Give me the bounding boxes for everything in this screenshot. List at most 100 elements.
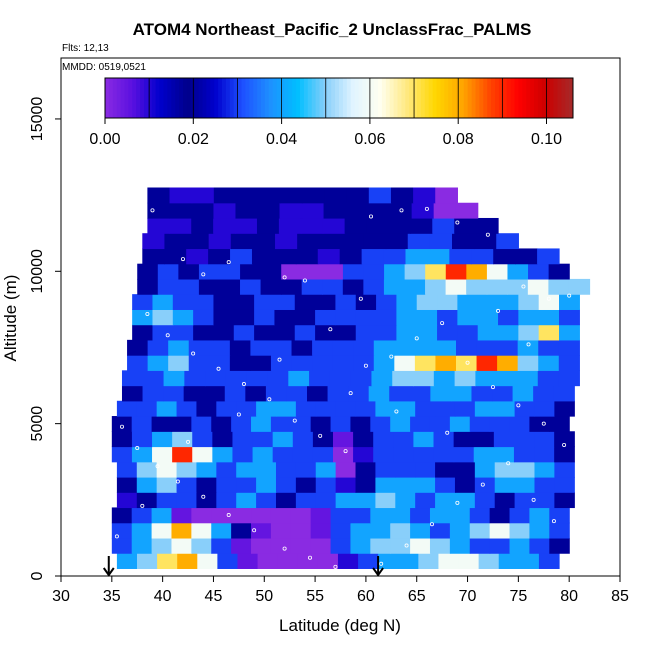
heatmap-cell xyxy=(350,370,373,387)
heatmap-cell xyxy=(257,202,281,219)
sample-point xyxy=(424,206,429,211)
heatmap-cell xyxy=(492,385,514,402)
heatmap-cell xyxy=(469,507,491,524)
flight-arrows xyxy=(102,556,384,577)
colorbar-swatch xyxy=(541,78,547,118)
heatmap-cell xyxy=(538,355,560,371)
heatmap-cell xyxy=(116,492,138,509)
heatmap-cell xyxy=(410,522,431,539)
heatmap-cell xyxy=(376,309,397,326)
colorbar-swatch xyxy=(241,78,246,118)
heatmap-cell xyxy=(414,339,437,356)
heatmap-cell xyxy=(188,339,210,356)
heatmap-cell xyxy=(205,370,227,387)
colorbar-swatch xyxy=(175,78,180,118)
colorbar-swatch xyxy=(522,78,527,118)
sample-point xyxy=(155,464,160,469)
heatmap-cell xyxy=(396,324,418,341)
heatmap-cell xyxy=(373,339,395,356)
heatmap-cell xyxy=(250,339,272,356)
heatmap-cell xyxy=(407,233,431,250)
colorbar-swatch xyxy=(487,78,492,118)
heatmap-cell xyxy=(260,263,282,280)
heatmap-cell xyxy=(509,537,531,554)
colorbar-swatch xyxy=(405,78,410,118)
heatmap-cell xyxy=(476,355,498,371)
heatmap-cell xyxy=(291,355,313,371)
colorbar-swatch xyxy=(479,78,484,118)
heatmap-cell xyxy=(458,553,480,569)
heatmap-cell xyxy=(251,522,272,539)
heatmap-cell xyxy=(213,202,237,219)
sample-point xyxy=(445,430,450,435)
heatmap-cell xyxy=(111,537,133,554)
heatmap-cell xyxy=(231,507,252,524)
heatmap-cell xyxy=(270,339,293,356)
heatmap-cell xyxy=(449,537,471,554)
heatmap-cell xyxy=(171,537,192,554)
heatmap-cell xyxy=(136,492,158,509)
heatmap-cell xyxy=(216,476,237,493)
heatmap-cell xyxy=(486,278,508,295)
heatmap-cell xyxy=(131,522,153,539)
heatmap-cell xyxy=(213,187,237,204)
heatmap-cell xyxy=(534,461,555,478)
heatmap-cell xyxy=(156,461,178,478)
curtain-heatmap xyxy=(111,187,591,569)
x-tick-label: 50 xyxy=(255,588,273,605)
colorbar-tick-label: 0.06 xyxy=(354,131,385,148)
heatmap-cell xyxy=(475,370,497,387)
sample-point xyxy=(562,442,567,447)
sample-point xyxy=(186,439,191,444)
heatmap-cell xyxy=(559,294,580,310)
heatmap-cell xyxy=(245,385,267,402)
heatmap-cell xyxy=(409,385,431,402)
heatmap-cell xyxy=(429,537,451,554)
heatmap-cell xyxy=(131,537,153,554)
heatmap-cell xyxy=(498,553,520,569)
heatmap-cell xyxy=(252,233,276,250)
heatmap-cell xyxy=(494,461,516,478)
sample-point xyxy=(465,360,470,365)
heatmap-cell xyxy=(390,537,411,554)
heatmap-cell xyxy=(469,416,491,432)
colorbar-swatch xyxy=(179,78,184,118)
heatmap-cell xyxy=(186,248,209,265)
heatmap-cell xyxy=(454,370,476,387)
heatmap-cell xyxy=(212,431,234,448)
heatmap-cell xyxy=(534,400,555,417)
heatmap-cell xyxy=(376,294,397,310)
colorbar-swatch xyxy=(385,78,391,118)
heatmap-cell xyxy=(388,217,411,234)
heatmap-cell xyxy=(229,355,252,371)
heatmap-cell xyxy=(176,400,198,417)
heatmap-cell xyxy=(196,400,217,417)
colorbar-swatch xyxy=(253,78,258,118)
heatmap-cell xyxy=(272,446,294,463)
heatmap-cell xyxy=(489,416,511,432)
heatmap-cell xyxy=(275,492,297,509)
heatmap-cell xyxy=(151,416,173,432)
heatmap-cell xyxy=(233,324,255,341)
heatmap-cell xyxy=(232,446,254,463)
colorbar-swatch xyxy=(116,78,122,118)
colorbar-swatch xyxy=(397,78,402,118)
heatmap-cell xyxy=(507,278,529,295)
heatmap-cell xyxy=(355,309,377,326)
heatmap-cell xyxy=(456,339,478,356)
sample-point xyxy=(282,546,287,551)
heatmap-cell xyxy=(191,537,212,554)
heatmap-cell xyxy=(186,233,210,250)
heatmap-cell xyxy=(280,187,303,204)
heatmap-cell xyxy=(274,324,296,341)
heatmap-cell xyxy=(323,202,347,219)
heatmap-cell xyxy=(111,507,133,524)
heatmap-cell xyxy=(474,400,496,417)
heatmap-cell xyxy=(312,431,334,448)
heatmap-cell xyxy=(315,324,337,341)
heatmap-cell xyxy=(529,537,550,554)
heatmap-cell xyxy=(168,339,190,356)
heatmap-cell xyxy=(236,492,257,509)
heatmap-cell xyxy=(137,278,159,295)
heatmap-cell xyxy=(473,431,495,448)
